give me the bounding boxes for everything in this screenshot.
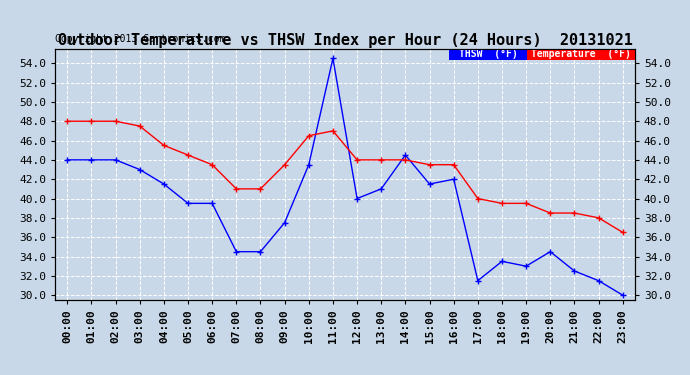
Text: Copyright 2013 Cartronics.com: Copyright 2013 Cartronics.com: [55, 34, 226, 44]
Title: Outdoor Temperature vs THSW Index per Hour (24 Hours)  20131021: Outdoor Temperature vs THSW Index per Ho…: [57, 33, 633, 48]
